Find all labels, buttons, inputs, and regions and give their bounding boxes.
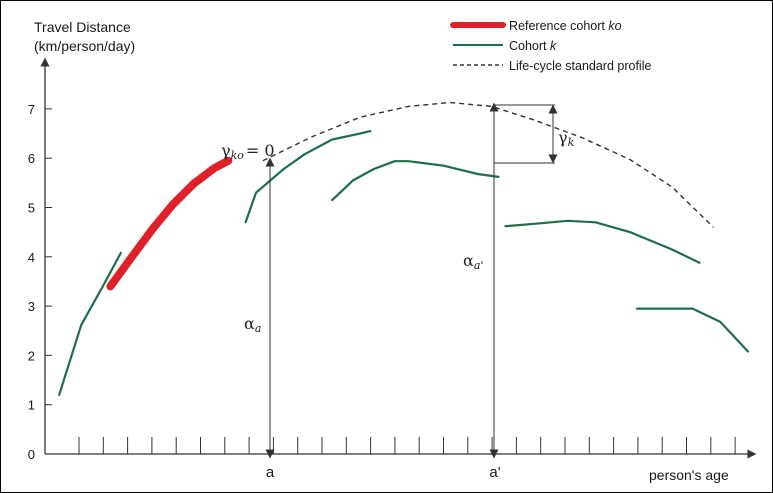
x-axis-title: person's age	[649, 467, 729, 483]
y-tick-label: 1	[28, 398, 35, 413]
cohort-line-2	[244, 130, 372, 224]
y-tick-label: 0	[28, 447, 35, 462]
alpha-a-prime-label: αa'	[463, 251, 483, 272]
y-tick-label: 5	[28, 201, 35, 216]
cohort-line-1	[58, 251, 122, 396]
cohort-lines	[58, 130, 750, 396]
y-axis-title: Travel Distance	[34, 19, 131, 35]
cohort-line-3	[331, 160, 500, 202]
y-tick-label: 4	[28, 250, 35, 265]
reference-line	[106, 156, 233, 291]
legend: Reference cohort ko Cohort k Life-cycle …	[450, 19, 651, 73]
y-axis-title-unit: (km/person/day)	[34, 38, 135, 54]
gamma-k-label: γk	[558, 128, 575, 149]
legend-reference-label: Reference cohort ko	[509, 19, 622, 33]
y-tick-label: 6	[28, 151, 35, 166]
cohort-line-5	[635, 307, 750, 353]
profile-line	[262, 101, 714, 228]
legend-cohort-label: Cohort k	[509, 39, 557, 53]
y-ticks: 0 1 2 3 4 5 6 7	[28, 102, 52, 462]
x-marker-a: a	[266, 464, 275, 481]
y-tick-label: 7	[28, 102, 35, 117]
legend-profile-label: Life-cycle standard profile	[509, 59, 651, 73]
y-tick-label: 3	[28, 299, 35, 314]
cohort-line-4	[504, 219, 701, 264]
x-marker-a-prime: a'	[489, 464, 500, 481]
alpha-a-label: αa	[244, 314, 261, 335]
gamma-ko-label: γko = 0	[221, 141, 275, 162]
y-tick-label: 2	[28, 348, 35, 363]
x-ticks	[78, 437, 736, 454]
